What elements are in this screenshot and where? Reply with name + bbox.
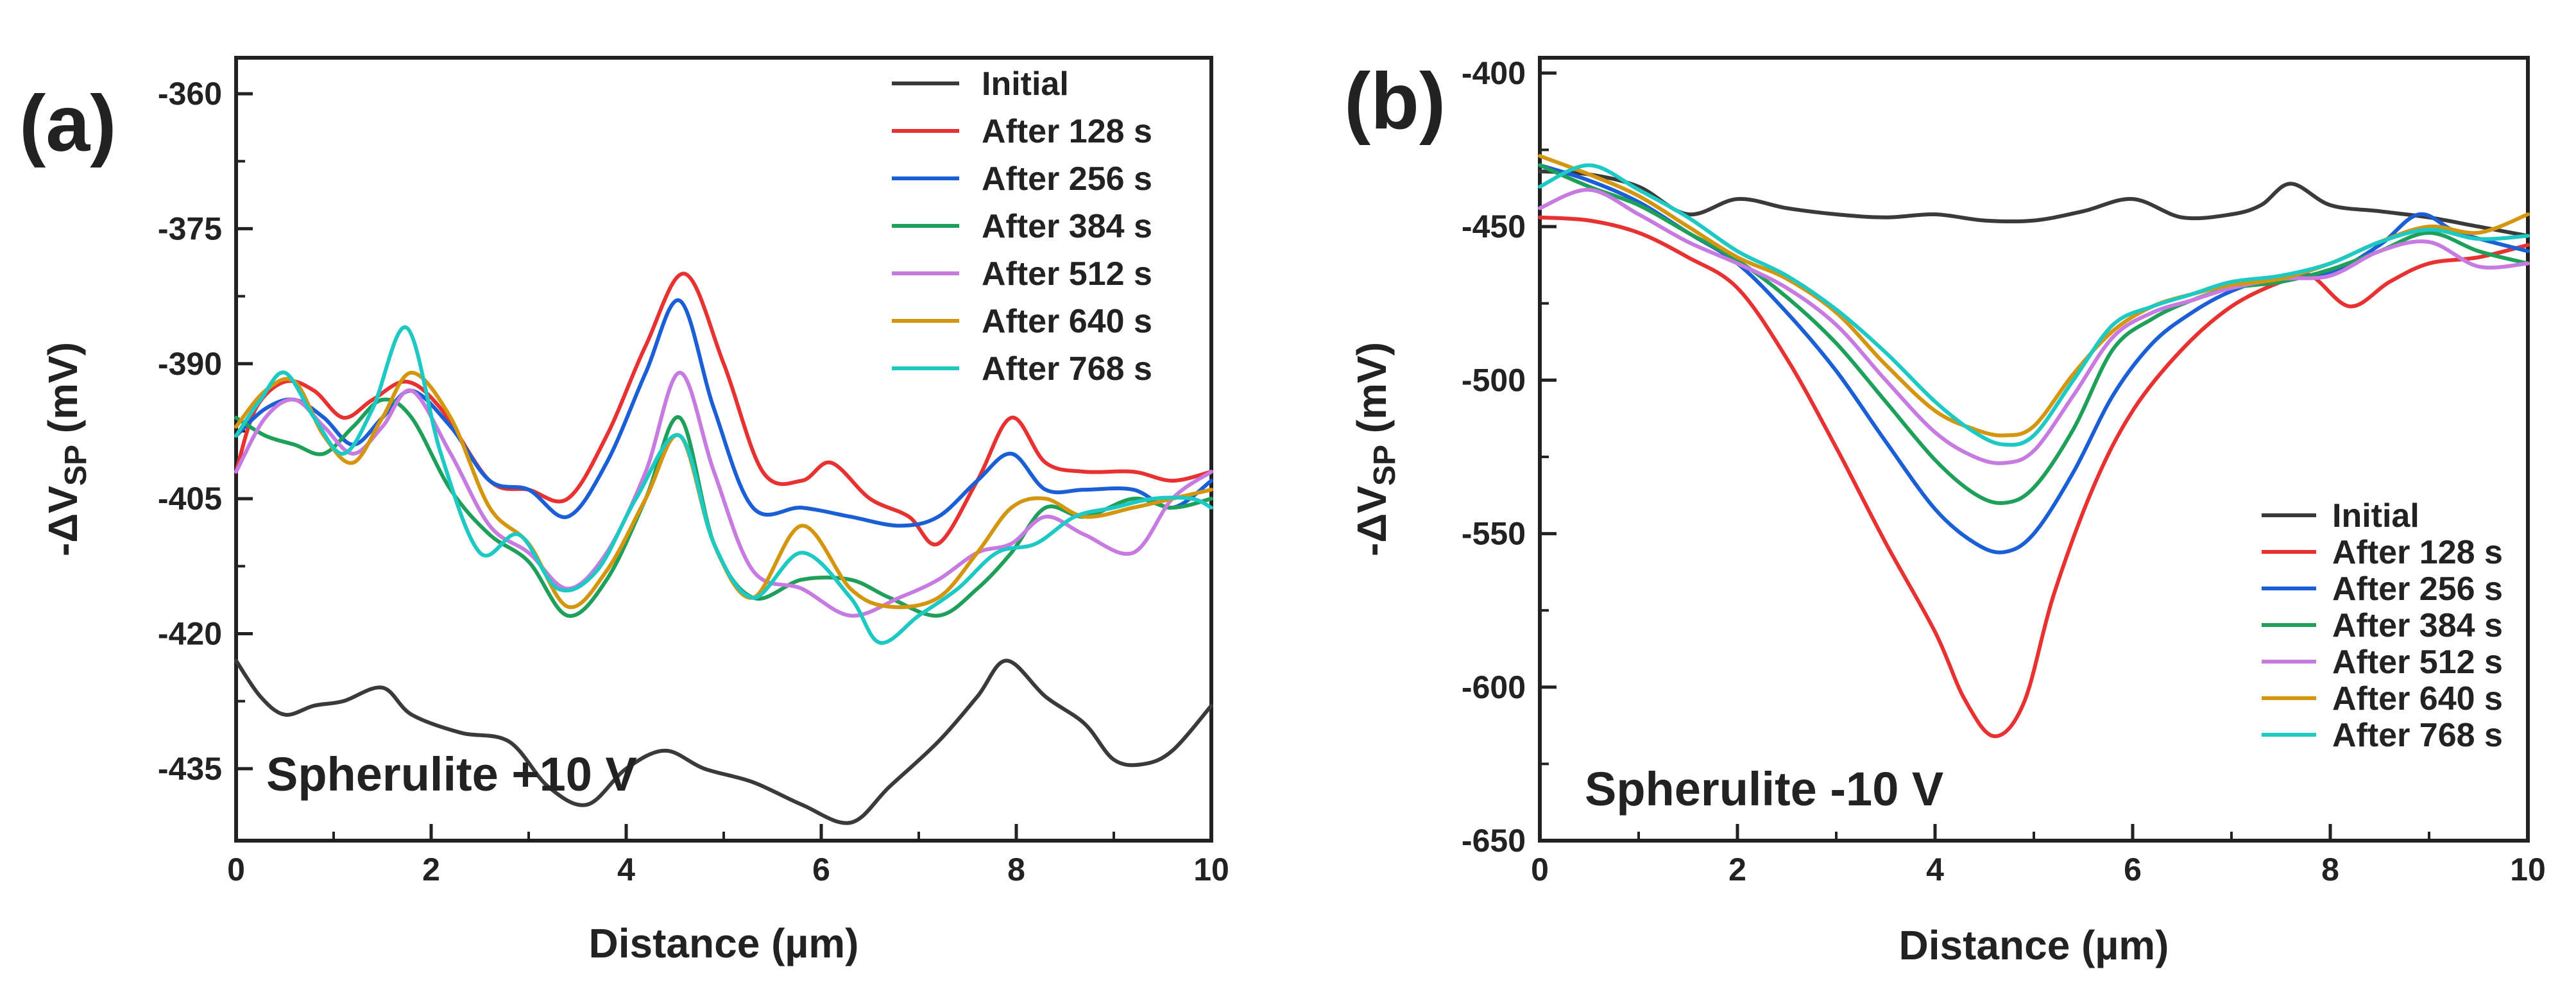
- legend-label-b-3: After 384 s: [2332, 607, 2503, 644]
- y-axis-title-b: -ΔVSP (mV): [1349, 342, 1402, 556]
- axis-ticks-b: 0 2 4 6 8 10 -400 -450 -500 -550 -600 -650: [1462, 55, 2546, 887]
- y-axis-title-a: -ΔVSP (mV): [40, 342, 93, 556]
- y-axis-title-main-a: -ΔV: [40, 486, 86, 556]
- x-tick-label-a-3: 6: [812, 852, 830, 887]
- legend-label-a-5: After 640 s: [982, 303, 1152, 340]
- x-tick-label-b-0: 0: [1531, 852, 1549, 887]
- legend-label-a-6: After 768 s: [982, 350, 1152, 388]
- y-tick-label-a-3: -405: [158, 481, 222, 517]
- series-line-b-0: [1538, 169, 2530, 238]
- legend-a: Initial After 128 s After 256 s After 384 s…: [892, 65, 1152, 388]
- y-tick-label-b-0: -400: [1462, 55, 1526, 91]
- legend-label-b-4: After 512 s: [2332, 644, 2503, 681]
- legend-label-b-2: After 256 s: [2332, 570, 2503, 608]
- x-tick-label-b-3: 6: [2124, 852, 2142, 887]
- panel-label-a: (a): [19, 80, 117, 168]
- chart-panel-b: (b) 0 2 4 6 8 10 -400 -450 -500 -550 -600 -650 Dist…: [1344, 55, 2546, 968]
- y-tick-label-b-5: -650: [1462, 823, 1526, 859]
- x-tick-label-a-0: 0: [227, 852, 245, 887]
- x-tick-label-a-4: 8: [1007, 852, 1025, 887]
- x-tick-label-b-5: 10: [2510, 852, 2546, 887]
- x-tick-label-a-2: 4: [617, 852, 635, 887]
- series-line-b-4: [1538, 187, 2530, 465]
- x-axis-title-b: Distance (µm): [1899, 922, 2169, 968]
- y-axis-title-sub-a: SP: [59, 445, 93, 486]
- y-tick-label-a-5: -435: [158, 751, 222, 787]
- y-tick-label-b-2: -500: [1462, 362, 1526, 398]
- annotation-b: Spherulite -10 V: [1585, 762, 1943, 816]
- x-tick-label-b-1: 2: [1728, 852, 1746, 887]
- axis-ticks-a: 0 2 4 6 8 10 -360 -375 -390 -405 -420 -435: [158, 76, 1229, 887]
- legend-label-b-0: Initial: [2332, 497, 2419, 535]
- y-axis-title-main-b: -ΔV: [1349, 486, 1395, 556]
- y-tick-label-b-4: -600: [1462, 669, 1526, 705]
- y-tick-label-a-4: -420: [158, 615, 222, 651]
- series-line-a-6: [234, 325, 1213, 645]
- series-line-a-0: [234, 658, 1213, 825]
- x-axis-title-a: Distance (µm): [589, 920, 859, 966]
- series-lines-a: [234, 271, 1213, 825]
- legend-label-a-0: Initial: [982, 65, 1069, 103]
- y-tick-label-b-1: -450: [1462, 209, 1526, 244]
- chart-panel-a: (a) 0 2 4 6 8 10 -360 -375 -390 -405 -420 -435 Dist…: [19, 56, 1229, 966]
- panel-label-b: (b): [1344, 57, 1446, 146]
- y-tick-label-a-2: -390: [158, 346, 222, 382]
- legend-label-a-1: After 128 s: [982, 113, 1152, 150]
- legend-label-b-5: After 640 s: [2332, 680, 2503, 717]
- series-line-b-1: [1538, 215, 2530, 739]
- y-tick-label-a-0: -360: [158, 76, 222, 112]
- series-line-b-3: [1538, 163, 2530, 505]
- x-tick-label-b-4: 8: [2321, 852, 2339, 887]
- y-axis-title-sub-b: SP: [1368, 445, 1402, 486]
- y-axis-title-unit-b: (mV): [1349, 342, 1395, 445]
- x-tick-label-a-5: 10: [1193, 852, 1229, 887]
- legend-label-a-4: After 512 s: [982, 255, 1152, 293]
- series-line-b-6: [1538, 163, 2530, 447]
- y-tick-label-a-1: -375: [158, 210, 222, 246]
- series-lines-b: [1538, 154, 2530, 739]
- annotation-a: Spherulite +10 V: [266, 748, 637, 801]
- legend-label-b-6: After 768 s: [2332, 717, 2503, 754]
- series-line-a-1: [234, 271, 1213, 547]
- series-line-a-4: [234, 370, 1213, 618]
- legend-label-a-3: After 384 s: [982, 208, 1152, 245]
- x-tick-label-b-2: 4: [1926, 852, 1944, 887]
- legend-label-b-1: After 128 s: [2332, 534, 2503, 571]
- x-tick-label-a-1: 2: [422, 852, 440, 887]
- y-axis-title-unit-a: (mV): [40, 342, 86, 445]
- y-tick-label-b-3: -550: [1462, 516, 1526, 552]
- legend-label-a-2: After 256 s: [982, 160, 1152, 198]
